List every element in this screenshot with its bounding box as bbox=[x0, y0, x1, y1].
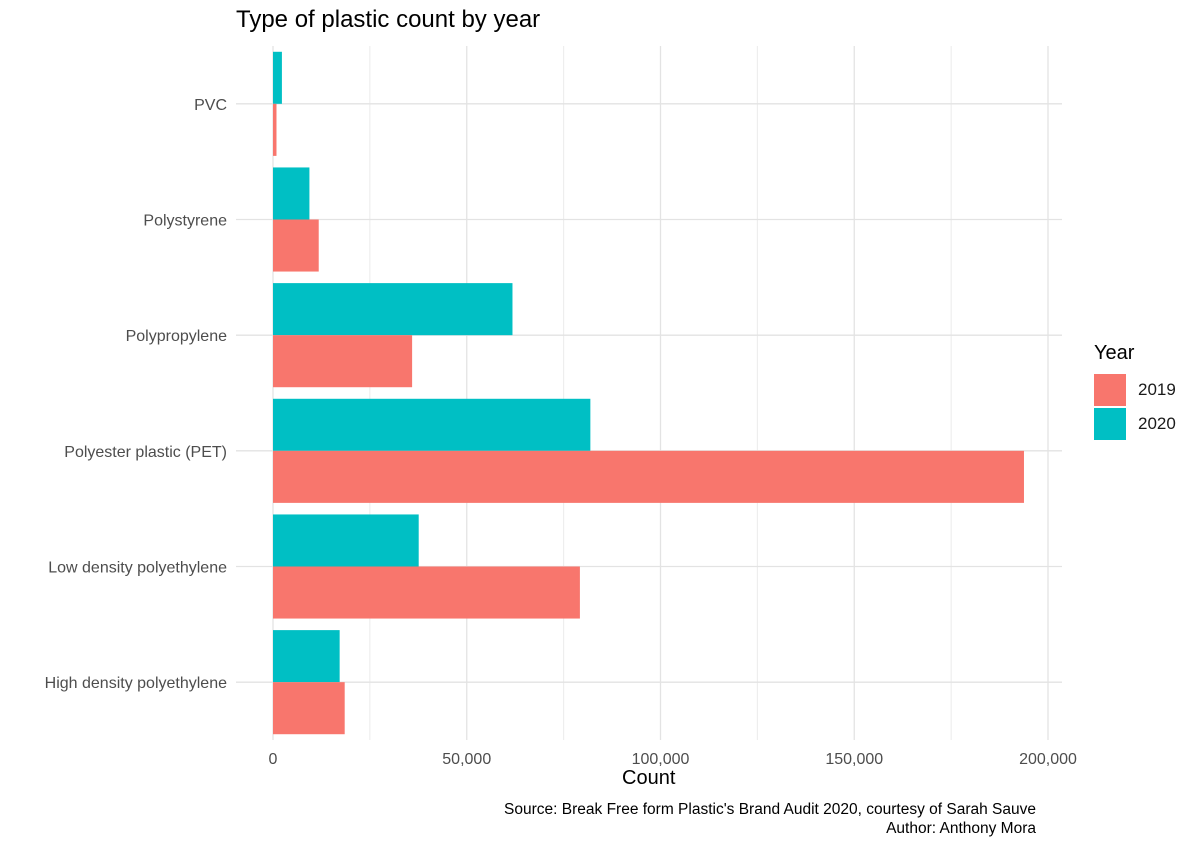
bar-2020-0 bbox=[273, 51, 282, 104]
bars bbox=[273, 51, 1024, 735]
y-tick-label: PVC bbox=[194, 97, 227, 114]
legend: Year 2019 2020 bbox=[1094, 342, 1176, 441]
x-tick-label: 0 bbox=[269, 751, 278, 768]
y-tick-label: Polypropylene bbox=[126, 328, 228, 345]
legend-item-2020: 2020 bbox=[1094, 407, 1176, 441]
legend-swatch-2020 bbox=[1094, 408, 1126, 440]
caption-author: Author: Anthony Mora bbox=[886, 820, 1036, 837]
bar-2020-3 bbox=[273, 398, 591, 451]
grid-lines bbox=[236, 46, 1062, 740]
bar-2019-5 bbox=[273, 682, 345, 735]
x-tick-label: 100,000 bbox=[632, 751, 690, 768]
bar-2020-2 bbox=[273, 283, 513, 336]
y-axis-tick-labels: PVC Polystyrene Polypropylene Polyester pla… bbox=[45, 97, 227, 692]
x-axis-title: Count bbox=[622, 767, 676, 789]
bar-2019-3 bbox=[273, 450, 1024, 503]
y-tick-label: Low density polyethylene bbox=[48, 560, 227, 577]
y-tick-label: Polyester plastic (PET) bbox=[64, 444, 227, 461]
x-axis-tick-labels: 0 50,000 100,000 150,000 200,000 bbox=[269, 751, 1077, 768]
x-tick-label: 200,000 bbox=[1019, 751, 1077, 768]
bar-2020-4 bbox=[273, 514, 419, 567]
bar-2020-1 bbox=[273, 167, 310, 220]
bar-2019-2 bbox=[273, 335, 413, 388]
legend-title: Year bbox=[1094, 342, 1135, 364]
chart-title: Type of plastic count by year bbox=[236, 6, 541, 33]
legend-swatch-2019 bbox=[1094, 374, 1126, 406]
legend-item-2019: 2019 bbox=[1094, 373, 1176, 407]
x-tick-label: 150,000 bbox=[825, 751, 883, 768]
bar-2020-5 bbox=[273, 630, 340, 683]
y-tick-label: High density polyethylene bbox=[45, 675, 227, 692]
legend-label-2019: 2019 bbox=[1138, 380, 1176, 399]
bar-2019-1 bbox=[273, 219, 319, 272]
x-tick-label: 50,000 bbox=[442, 751, 491, 768]
bar-2019-4 bbox=[273, 566, 580, 619]
y-tick-label: Polystyrene bbox=[143, 213, 227, 230]
caption-source: Source: Break Free form Plastic's Brand … bbox=[504, 801, 1036, 818]
legend-label-2020: 2020 bbox=[1138, 414, 1176, 433]
bar-2019-0 bbox=[273, 103, 277, 156]
caption: Source: Break Free form Plastic's Brand … bbox=[504, 800, 1036, 838]
